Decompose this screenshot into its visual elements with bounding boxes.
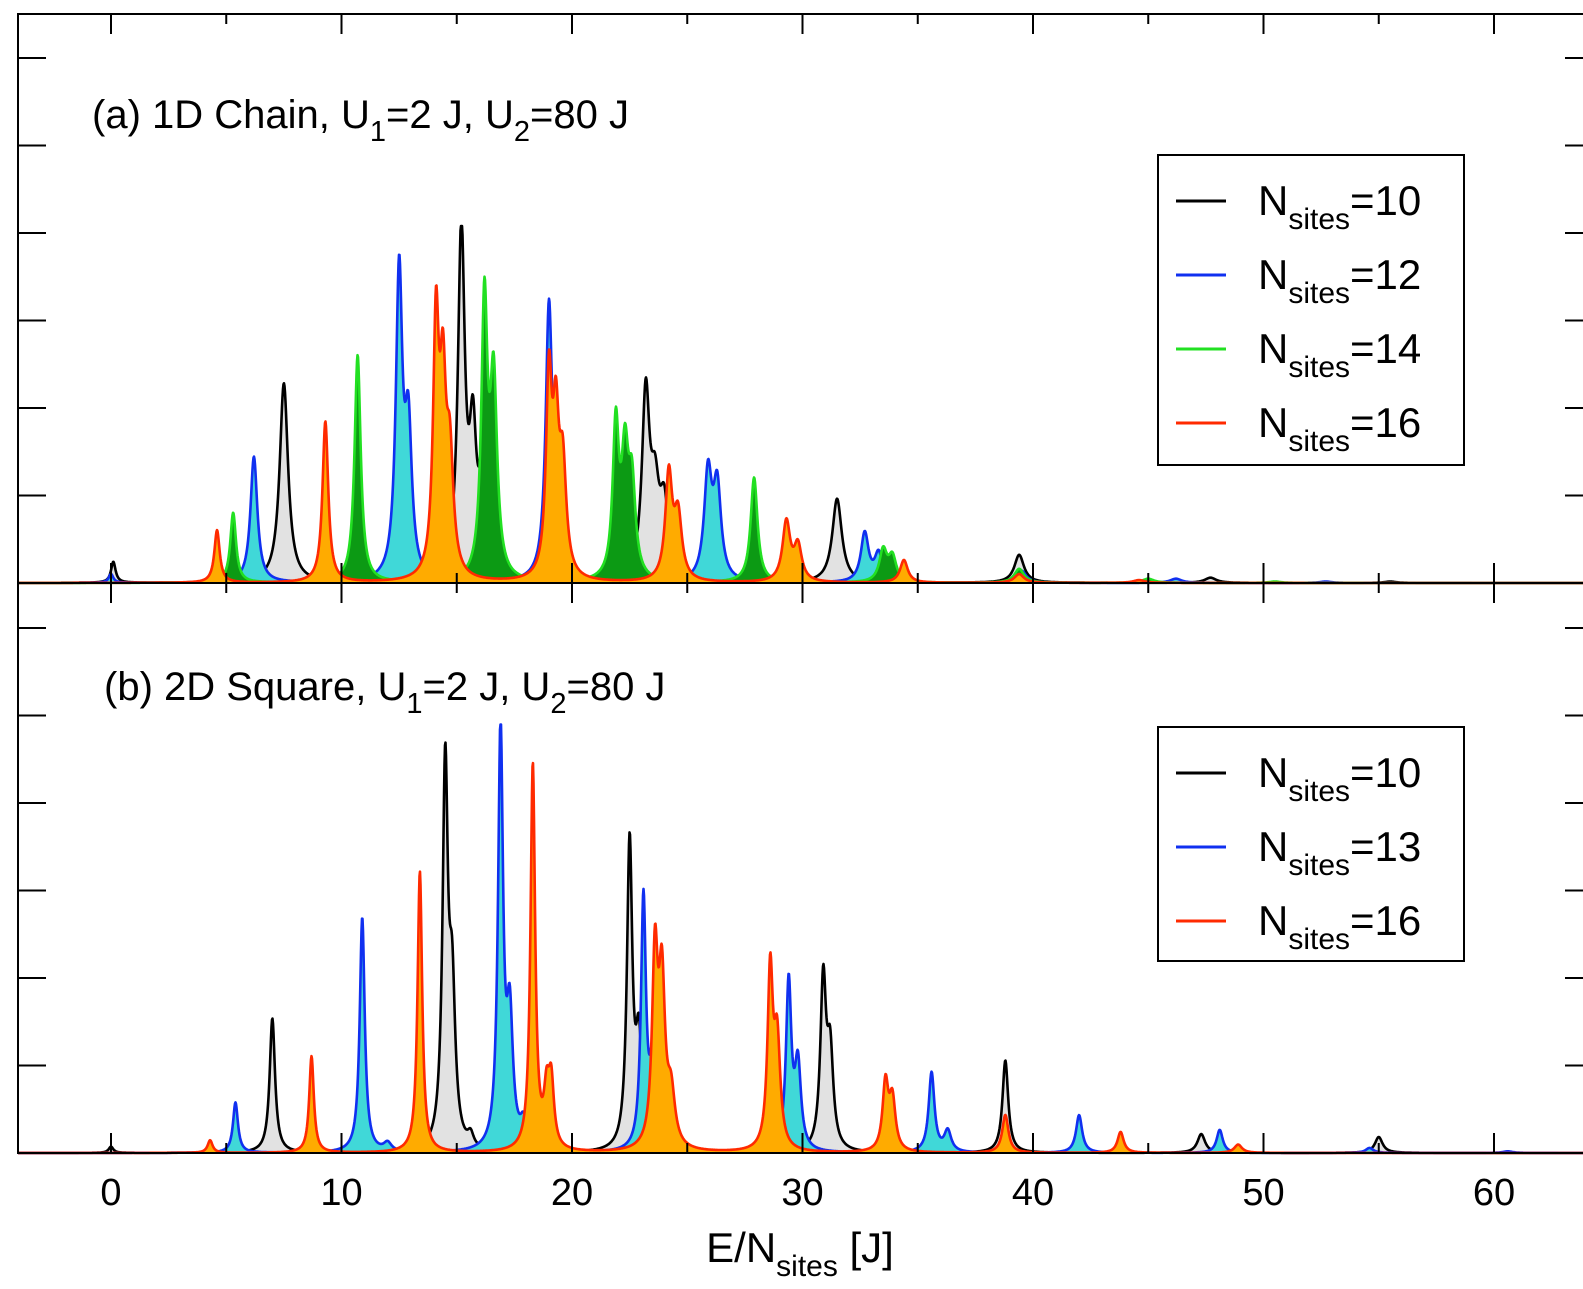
title-part: (b) 2D Square, U xyxy=(104,665,406,709)
title-subscript: 2 xyxy=(514,116,530,148)
panel-b: 0 10 20 30 40 50 60 (b) 2D Square, U1=2 J, U2=… xyxy=(17,582,1583,1283)
title-part: =2 J, U xyxy=(422,665,550,709)
text-part: =13 xyxy=(1350,823,1421,870)
text-part: N xyxy=(1258,749,1288,796)
x-tick-label: 60 xyxy=(1473,1172,1515,1214)
text-part: N xyxy=(1258,177,1288,224)
title-subscript: 1 xyxy=(370,116,386,148)
legend-label-1: Nsites=12 xyxy=(1258,251,1421,310)
x-tick-label: 50 xyxy=(1242,1172,1284,1214)
text-part: N xyxy=(1258,897,1288,944)
legend-box xyxy=(1157,154,1465,466)
title-subscript: 1 xyxy=(406,688,422,720)
text-part: =10 xyxy=(1350,749,1421,796)
subscript: sites xyxy=(1288,203,1350,236)
title-part: =80 J xyxy=(566,665,665,709)
title-part: =80 J xyxy=(530,93,629,137)
x-tick-label: 0 xyxy=(100,1172,121,1214)
subscript: sites xyxy=(1288,351,1350,384)
subscript: sites xyxy=(1288,425,1350,458)
panel-a-title: (a) 1D Chain, U1=2 J, U2=80 J xyxy=(92,93,629,148)
xlabel-subscript: sites xyxy=(776,1250,838,1283)
x-tick-label: 20 xyxy=(551,1172,593,1214)
text-part: N xyxy=(1258,399,1288,446)
subscript: sites xyxy=(1288,923,1350,956)
legend-label-1: Nsites=13 xyxy=(1258,823,1421,882)
x-tick-labels: 0 10 20 30 40 50 60 xyxy=(100,1172,1515,1214)
panel-b-frame xyxy=(17,582,1583,1154)
legend-label-2: Nsites=14 xyxy=(1258,325,1421,384)
x-tick-label: 30 xyxy=(781,1172,823,1214)
xlabel-part: E/N xyxy=(706,1224,776,1271)
subscript: sites xyxy=(1288,277,1350,310)
text-part: N xyxy=(1258,325,1288,372)
x-tick-label: 40 xyxy=(1012,1172,1054,1214)
text-part: N xyxy=(1258,251,1288,298)
x-axis-label: E/Nsites [J] xyxy=(706,1224,894,1283)
text-part: =16 xyxy=(1350,399,1421,446)
text-part: =10 xyxy=(1350,177,1421,224)
subscript: sites xyxy=(1288,775,1350,808)
legend-label-0: Nsites=10 xyxy=(1258,177,1421,236)
series-0-1-fill xyxy=(18,254,1583,584)
panel-a-ticks xyxy=(18,14,1583,583)
title-subscript: 2 xyxy=(550,688,566,720)
panel-b-ticks xyxy=(18,583,1583,1153)
x-tick-label: 10 xyxy=(320,1172,362,1214)
title-part: =2 J, U xyxy=(386,93,514,137)
legend-label-3: Nsites=16 xyxy=(1258,399,1421,458)
title-part: (a) 1D Chain, U xyxy=(92,93,370,137)
text-part: N xyxy=(1258,823,1288,870)
text-part: =14 xyxy=(1350,325,1421,372)
subscript: sites xyxy=(1288,849,1350,882)
panel-b-title: (b) 2D Square, U1=2 J, U2=80 J xyxy=(104,665,665,720)
xlabel-part: [J] xyxy=(838,1224,894,1271)
legend-label-2: Nsites=16 xyxy=(1258,897,1421,956)
panel-a: (a) 1D Chain, U1=2 J, U2=80 J Nsites=10N… xyxy=(17,13,1583,585)
text-part: =12 xyxy=(1350,251,1421,298)
text-part: =16 xyxy=(1350,897,1421,944)
legend-label-0: Nsites=10 xyxy=(1258,749,1421,808)
